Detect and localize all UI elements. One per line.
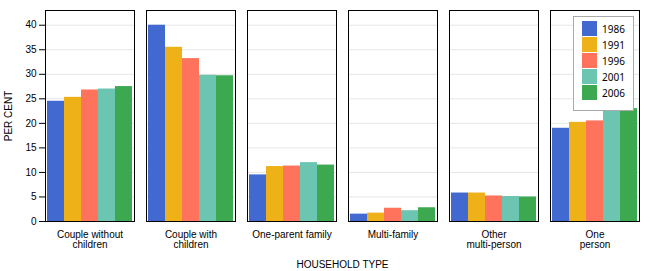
html-text:1986: 1986 <box>602 21 625 36</box>
svg-text:PER CENT: PER CENT <box>3 91 14 142</box>
svg-text:40: 40 <box>25 19 37 30</box>
svg-text:Couple withoutchildren: Couple withoutchildren <box>57 229 123 250</box>
svg-text:25: 25 <box>25 93 37 104</box>
svg-text:Oneperson: Oneperson <box>580 229 611 250</box>
html-text:2006: 2006 <box>602 85 625 100</box>
svg-text:10: 10 <box>25 167 37 178</box>
svg-text:5: 5 <box>31 191 37 202</box>
svg-text:Couple withchildren: Couple withchildren <box>165 229 217 250</box>
svg-text:30: 30 <box>25 68 37 79</box>
svg-text:0: 0 <box>31 216 37 227</box>
svg-text:HOUSEHOLD TYPE: HOUSEHOLD TYPE <box>296 259 388 270</box>
svg-text:35: 35 <box>25 44 37 55</box>
svg-text:One-parent family: One-parent family <box>252 229 331 240</box>
html-text:1991: 1991 <box>602 37 625 52</box>
svg-text:Othermulti-person: Othermulti-person <box>466 229 521 250</box>
svg-text:20: 20 <box>25 118 37 129</box>
html-text:1996: 1996 <box>602 53 625 68</box>
svg-text:15: 15 <box>25 142 37 153</box>
html-text:2001: 2001 <box>602 69 625 84</box>
svg-text:Multi-family: Multi-family <box>368 229 419 240</box>
